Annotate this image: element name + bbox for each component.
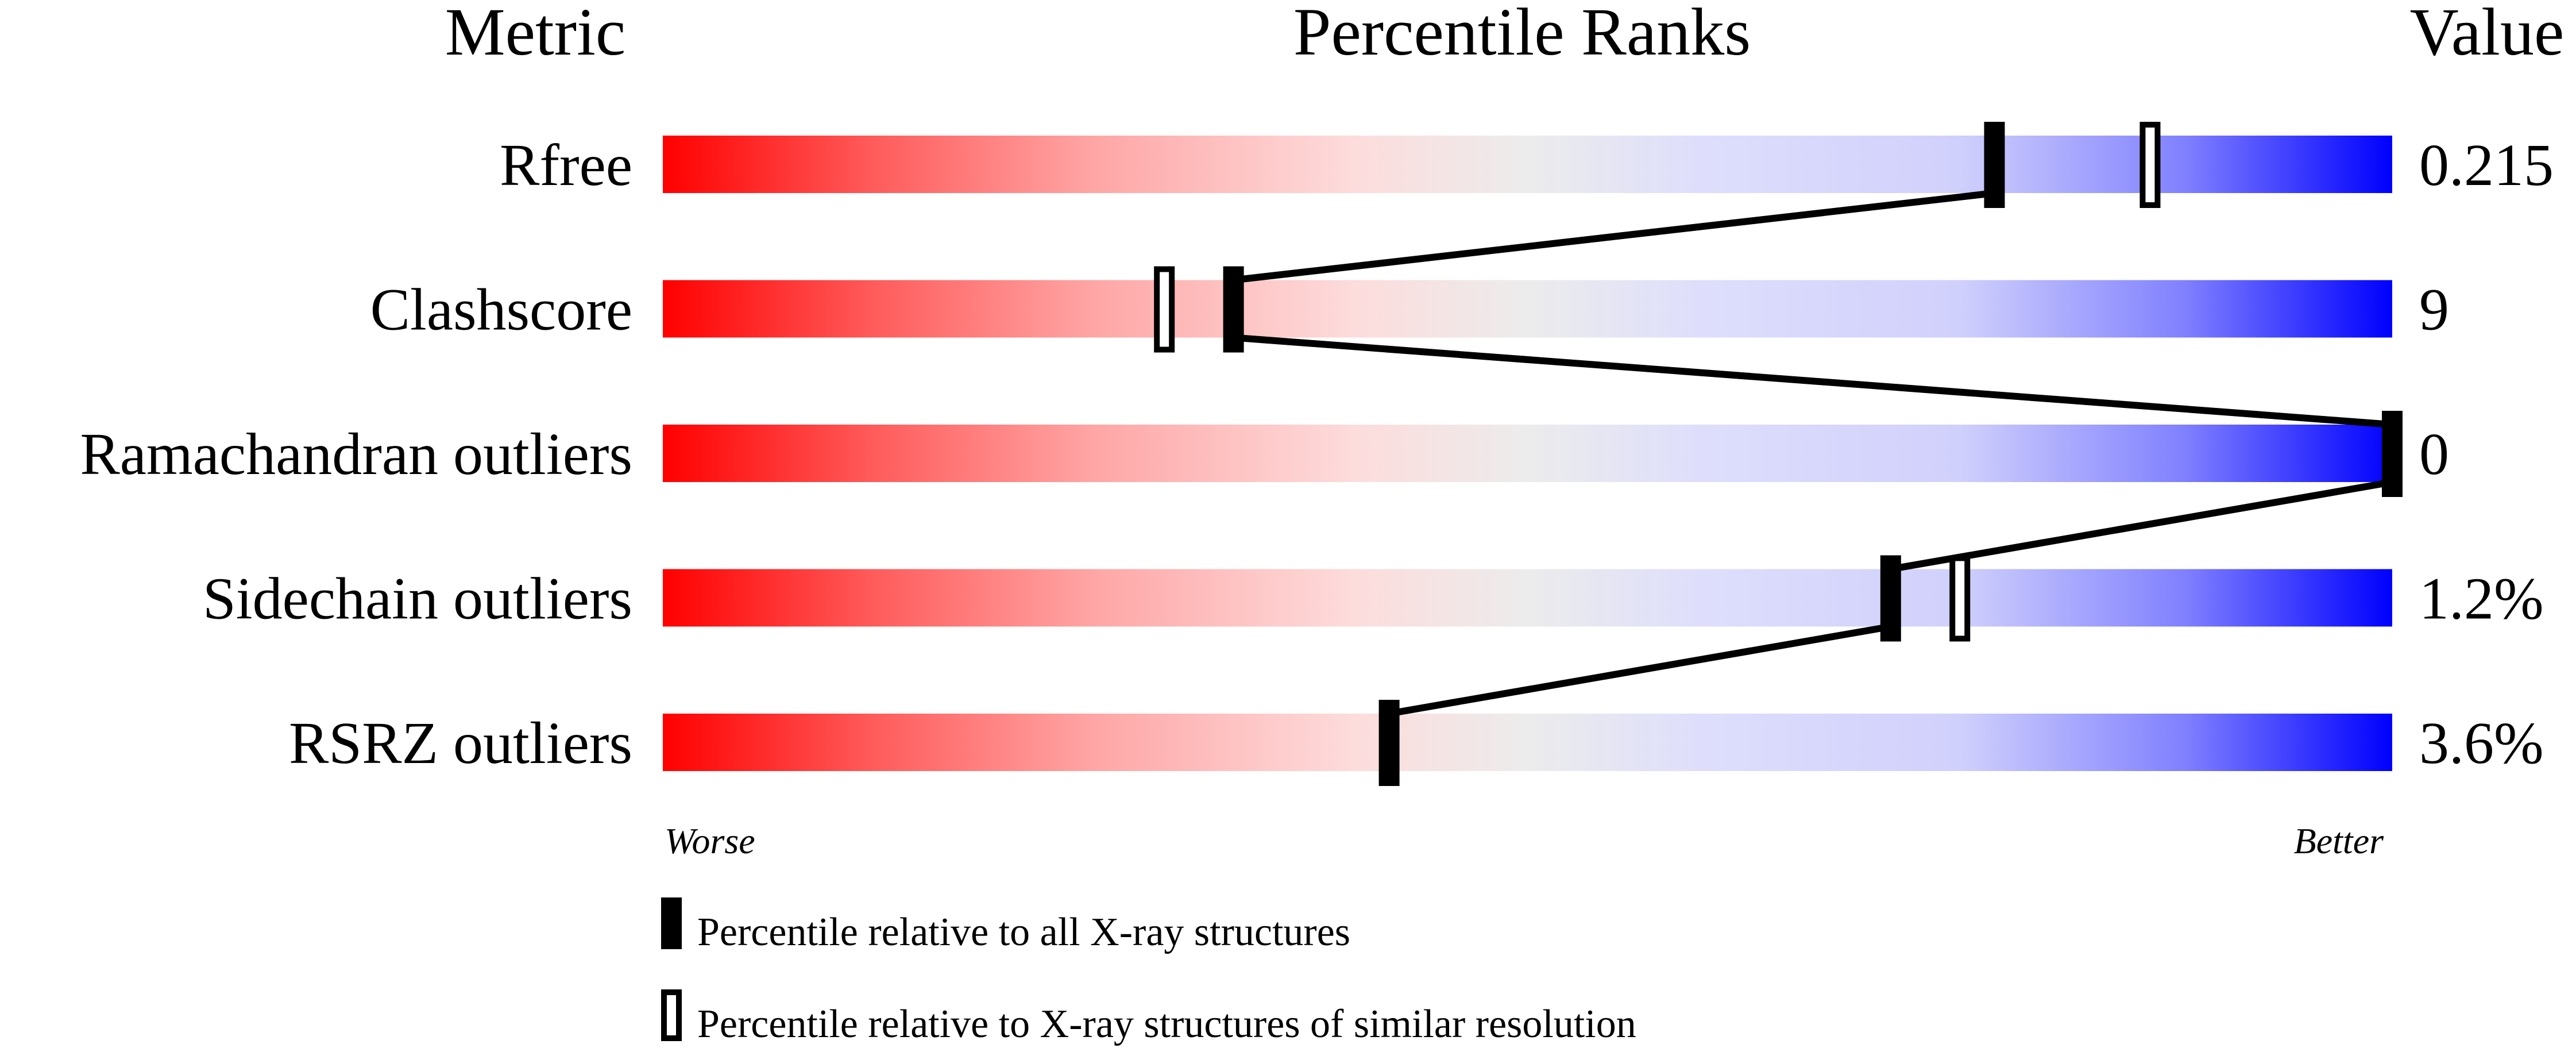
connector-line [1233, 190, 1995, 284]
legend-label-all: Percentile relative to all X-ray structu… [697, 910, 1350, 954]
metric-label: Ramachandran outliers [80, 421, 632, 487]
metric-label: Rfree [500, 132, 632, 198]
metric-value: 0 [2419, 421, 2449, 487]
marker-all-structures [1223, 266, 1244, 353]
marker-all-structures [1880, 555, 1901, 642]
metric-value: 3.6% [2419, 710, 2544, 776]
legend-filled-marker [661, 897, 682, 949]
marker-similar-resolution [2139, 122, 2161, 208]
legend-hollow-marker [661, 989, 682, 1041]
marker-all-structures [2382, 411, 2403, 497]
metric-label: Clashscore [370, 277, 632, 343]
legend-label-similar: Percentile relative to X-ray structures … [697, 1002, 1636, 1046]
metric-value: 9 [2419, 277, 2449, 343]
marker-similar-resolution [1154, 266, 1175, 353]
marker-similar-resolution [1949, 555, 1971, 642]
metric-value: 0.215 [2419, 132, 2554, 198]
header-percentile-ranks: Percentile Ranks [1293, 0, 1751, 70]
percentile-bar [663, 280, 2392, 338]
marker-all-structures [1378, 700, 1400, 786]
metric-label: Sidechain outliers [203, 566, 632, 632]
axis-label-better: Better [2294, 820, 2384, 861]
percentile-bar [663, 425, 2392, 482]
connector-line [1890, 479, 2393, 573]
axis-label-worse: Worse [665, 820, 755, 861]
metric-label: RSRZ outliers [289, 710, 632, 776]
metric-value: 1.2% [2419, 566, 2544, 632]
header-metric: Metric [445, 0, 626, 70]
percentile-bar [663, 136, 2392, 193]
marker-all-structures [1984, 122, 2005, 208]
percentile-bar [663, 714, 2392, 771]
header-value: Value [2410, 0, 2565, 70]
connector-line [1233, 334, 2393, 428]
percentile-bar [663, 569, 2392, 627]
connector-line [1388, 623, 1891, 717]
